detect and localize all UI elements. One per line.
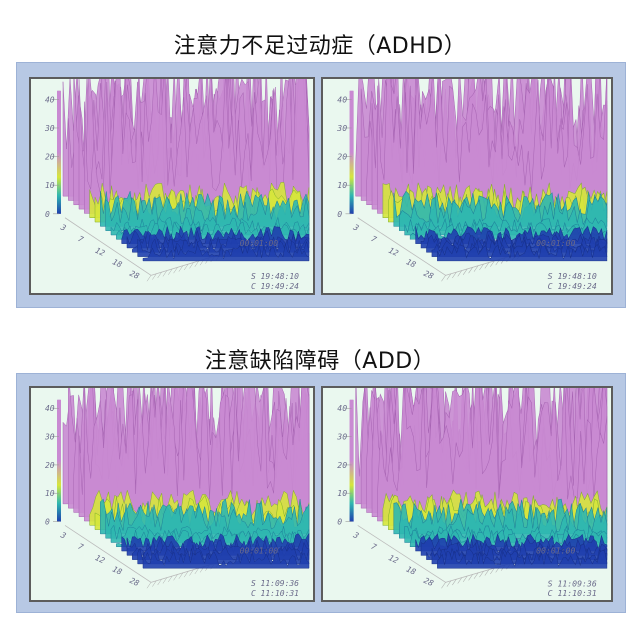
depth-tick-label: 12 [94, 553, 107, 565]
depth-tick-label: 7 [369, 542, 377, 552]
depth-tick-label: 7 [369, 234, 377, 244]
end-time-label: C 11:10:31 [251, 589, 299, 598]
start-time-label: S 19:48:10 [251, 272, 299, 281]
spectrogram-panel-adhd-left: 0 10 20 30 40 3 7 12 18 28 00:01:00 S 19:48:10 C 19:… [29, 77, 315, 295]
depth-tick-label: 28 [128, 269, 141, 281]
time-center-label: 00:01:00 [536, 239, 575, 248]
depth-tick-label: 12 [387, 553, 400, 565]
depth-tick-label: 18 [111, 565, 124, 577]
end-time-label: C 11:10:31 [548, 589, 597, 598]
y-tick-label: 40 [45, 404, 55, 413]
y-tick-label: 0 [45, 210, 50, 219]
spectrogram-3d-plot: 0 10 20 30 40 37 12 18 28 00:01:00 S 19:48:10C 19:… [336, 79, 608, 291]
depth-tick-label: 18 [111, 257, 124, 269]
depth-tick-label: 28 [128, 576, 141, 588]
time-center-label: 00:01:00 [240, 239, 279, 248]
y-tick-label: 10 [45, 489, 55, 498]
depth-tick-label: 7 [77, 234, 85, 244]
y-tick-label: 0 [337, 518, 342, 527]
depth-tick-label: 3 [351, 530, 360, 540]
end-time-label: C 19:49:24 [251, 282, 299, 291]
depth-tick-label: 28 [422, 269, 435, 281]
y-tick-label: 30 [44, 433, 55, 442]
spectrogram-frame-adhd: 0 10 20 30 40 3 7 12 18 28 00:01:00 S 19:48:10 C 19:… [16, 62, 626, 308]
depth-tick-label: 12 [387, 246, 400, 258]
spectrogram-frame-add: 0 10 20 30 40 3 7 12 18 28 00:01:00 S 11:09:36 C 11:… [16, 373, 626, 613]
y-tick-label: 40 [45, 95, 55, 104]
start-time-label: S 19:48:10 [548, 272, 597, 281]
y-tick-label: 10 [337, 181, 347, 190]
depth-tick-label: 3 [58, 222, 67, 233]
start-time-label: S 11:09:36 [548, 579, 597, 588]
spectrogram-3d-plot: 0 10 20 30 40 37 12 18 28 00:01:00 S 11:09:36C 11:… [336, 388, 608, 598]
depth-tick-label: 7 [77, 542, 85, 552]
y-tick-label: 30 [44, 124, 55, 133]
time-center-label: 00:01:00 [536, 547, 575, 556]
depth-tick-label: 3 [58, 530, 67, 541]
y-tick-label: 20 [337, 461, 347, 470]
depth-tick-label: 18 [405, 257, 418, 269]
section-title-adhd: 注意力不足过动症（ADHD） [173, 34, 467, 59]
depth-tick-label: 3 [351, 222, 360, 232]
y-tick-label: 20 [337, 153, 347, 162]
spectrogram-panel-adhd-right: 0 10 20 30 40 3 7 12 18 28 00:01:00 S 19:48:10 C 19:… [321, 77, 613, 295]
y-tick-label: 10 [45, 181, 55, 190]
y-tick-label: 20 [45, 461, 55, 470]
y-tick-label: 30 [336, 124, 347, 133]
y-tick-label: 0 [45, 518, 50, 527]
end-time-label: C 19:49:24 [548, 282, 597, 291]
spectrogram-3d-plot: 0 10 20 30 40 37 12 18 28 00:01:00 S 11:09:36C 11:… [44, 388, 310, 598]
spectrogram-3d-plot: 0 10 20 30 40 37 12 18 28 00:01:00 S 19:48:10C 19:… [44, 79, 310, 291]
spectrogram-panel-add-right: 0 10 20 30 40 3 7 12 18 28 00:01:00 S 11:09:36 C 11:… [321, 386, 613, 602]
depth-tick-label: 12 [94, 246, 107, 258]
section-title-add: 注意缺陷障碍（ADD） [204, 349, 436, 374]
y-tick-label: 10 [337, 489, 347, 498]
depth-tick-label: 28 [422, 576, 435, 588]
y-tick-label: 0 [337, 210, 342, 219]
depth-tick-label: 18 [405, 565, 418, 577]
start-time-label: S 11:09:36 [251, 579, 299, 588]
y-tick-label: 40 [337, 404, 347, 413]
y-tick-label: 20 [45, 153, 55, 162]
time-center-label: 00:01:00 [240, 546, 279, 555]
spectrogram-panel-add-left: 0 10 20 30 40 3 7 12 18 28 00:01:00 S 11:09:36 C 11:… [29, 386, 315, 602]
y-tick-label: 40 [337, 95, 347, 104]
y-tick-label: 30 [336, 433, 347, 442]
